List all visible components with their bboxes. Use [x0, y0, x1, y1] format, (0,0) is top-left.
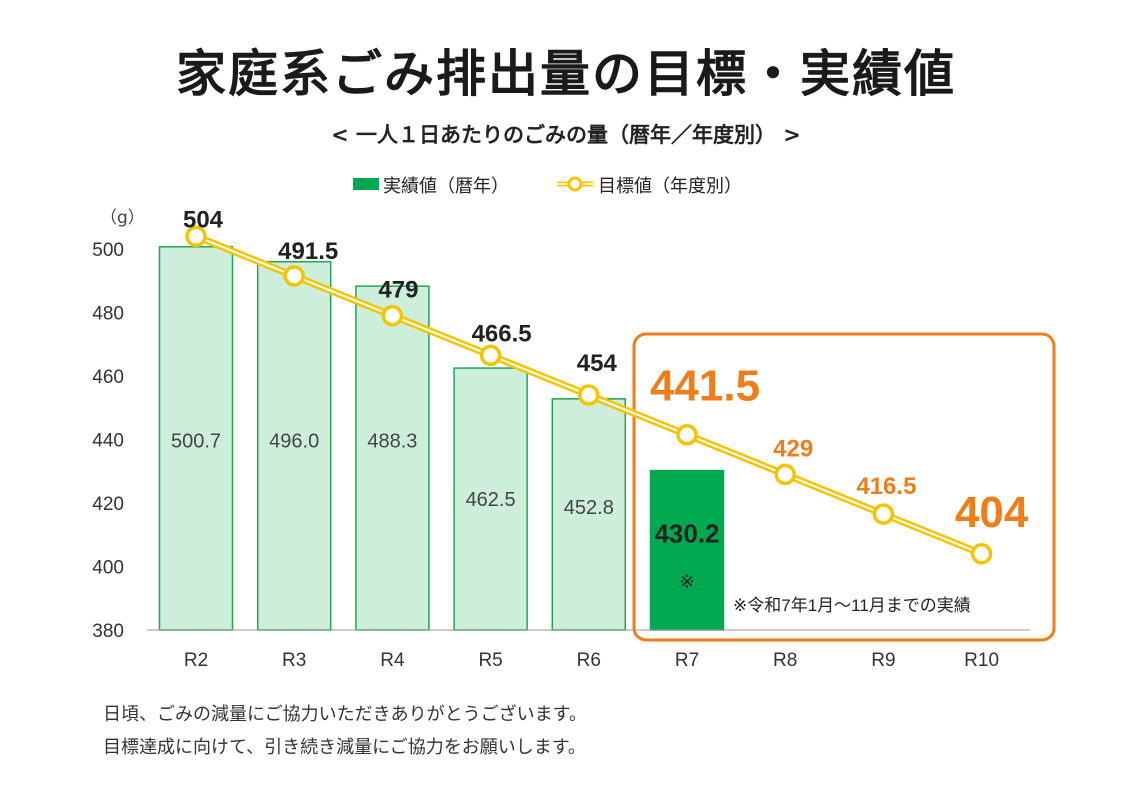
target-point-R8	[774, 463, 796, 486]
target-point-R3	[283, 265, 305, 287]
y-tick-label: 500	[92, 240, 124, 261]
target-point-R7	[676, 423, 698, 446]
bar-R5	[453, 367, 528, 631]
bar-R7	[649, 469, 725, 631]
target-value-label: 454	[577, 350, 618, 377]
x-tick-label: R9	[871, 650, 895, 671]
y-tick-label: 400	[92, 558, 124, 579]
x-tick-label: R4	[380, 650, 405, 671]
x-tick-label: R3	[282, 650, 306, 671]
y-tick-label: 420	[92, 494, 124, 515]
target-value-label: 404	[955, 488, 1029, 537]
bar-value-label: 430.2	[654, 519, 719, 549]
y-tick-label: 380	[92, 621, 124, 642]
legend-bar-label: 実績値（暦年）	[383, 176, 509, 197]
chart-subtitle: < 一人１日あたりのごみの量（暦年／年度別） >	[331, 123, 801, 147]
x-tick-label: R5	[478, 650, 502, 671]
note-text: ※令和7年1月～11月までの実績	[733, 596, 971, 615]
target-value-label: 441.5	[650, 362, 760, 411]
x-tick-label: R2	[184, 650, 208, 671]
projection-highlight-box	[632, 332, 1056, 642]
bar-value-label: 496.0	[269, 431, 319, 453]
x-tick-label: R7	[675, 650, 699, 671]
bar-value-label: 488.3	[367, 431, 417, 453]
x-tick-label: R10	[964, 650, 999, 671]
y-tick-label: 460	[92, 367, 124, 388]
footer-line-1: 日頃、ごみの減量にご協力いただきありがとうございます。	[103, 704, 587, 725]
target-point-R5	[479, 344, 502, 367]
footer-line-2: 目標達成に向けて、引き続き減量にご協力をお願いします。	[103, 737, 586, 758]
bar-note-mark: ※	[679, 572, 694, 592]
chart-title: 家庭系ごみ排出量の目標・実績値	[176, 45, 956, 103]
target-value-label: 504	[183, 206, 224, 233]
target-point-R4	[381, 304, 404, 327]
bar-value-label: 500.7	[171, 431, 221, 453]
bar-value-label: 452.8	[564, 497, 614, 519]
target-value-label: 416.5	[856, 473, 916, 500]
legend-line-swatch	[557, 176, 593, 192]
target-point-R2	[185, 225, 207, 248]
target-point-R10	[970, 543, 993, 565]
target-value-label: 479	[378, 277, 418, 304]
legend-bar-swatch	[353, 178, 379, 190]
x-tick-label: R6	[577, 650, 601, 671]
target-value-label: 491.5	[278, 238, 338, 265]
bar-value-label: 462.5	[466, 489, 516, 511]
target-point-R6	[578, 384, 600, 406]
bar-R4	[355, 285, 430, 631]
legend-line-label: 目標値（年度別）	[598, 176, 742, 197]
target-value-label: 466.5	[472, 320, 532, 347]
bar-R3	[256, 260, 332, 631]
x-tick-label: R8	[773, 650, 797, 671]
y-tick-label: 480	[92, 304, 124, 325]
target-point-R9	[872, 503, 895, 525]
y-axis-unit: （g）	[100, 208, 145, 228]
bar-R6	[551, 398, 627, 631]
y-tick-label: 440	[92, 431, 124, 452]
target-value-label: 429	[773, 435, 813, 462]
